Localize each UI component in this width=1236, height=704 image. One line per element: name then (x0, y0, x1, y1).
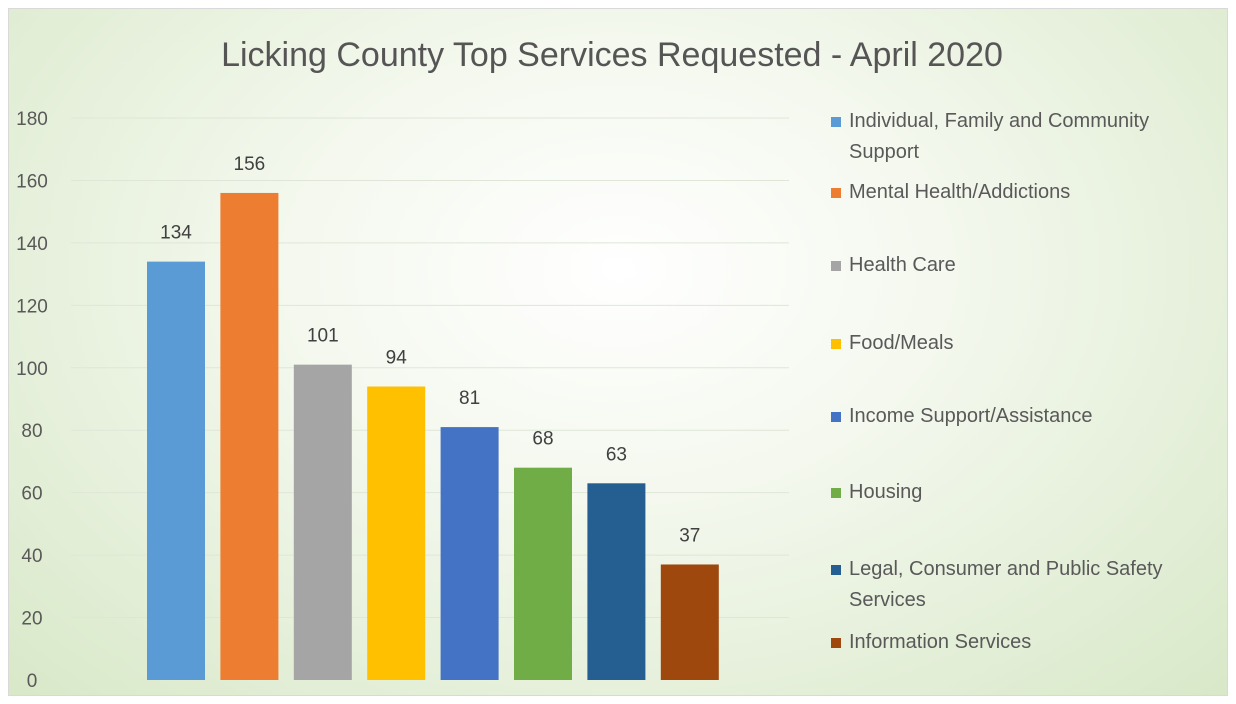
legend-label: Services (849, 589, 926, 611)
bar (220, 192, 279, 680)
bar (440, 427, 499, 680)
data-label: 101 (307, 326, 339, 347)
data-label: 94 (386, 348, 408, 369)
legend-swatch (831, 488, 841, 498)
chart-frame: Licking County Top Services Requested - … (8, 8, 1228, 696)
y-tick-label: 60 (21, 484, 42, 505)
legend-label: Income Support/Assistance (849, 405, 1092, 427)
legend-label: Support (849, 141, 919, 163)
legend-label: Food/Meals (849, 332, 954, 354)
y-tick-label: 40 (21, 546, 42, 567)
y-tick-label: 0 (27, 671, 38, 692)
legend-label: Mental Health/Addictions (849, 181, 1070, 203)
y-axis-ticks: 0 20 40 60 80 100 120 140 160 180 (16, 109, 48, 692)
legend-label: Health Care (849, 254, 956, 276)
chart-title: Licking County Top Services Requested - … (221, 36, 1003, 74)
legend-swatch (831, 339, 841, 349)
legend-swatch (831, 412, 841, 422)
legend-swatch (831, 188, 841, 198)
y-tick-label: 80 (21, 421, 42, 442)
bar (514, 467, 572, 680)
bars (147, 192, 719, 680)
data-labels: 134 156 101 94 81 68 63 37 (160, 154, 700, 547)
y-tick-label: 120 (16, 296, 48, 317)
bar (660, 564, 719, 680)
legend-swatch (831, 565, 841, 575)
data-label: 68 (532, 429, 553, 450)
legend-swatch (831, 638, 841, 648)
legend-swatch (831, 117, 841, 127)
bar (293, 364, 352, 680)
legend: Individual, Family and Community Support M… (831, 110, 1163, 653)
y-tick-label: 100 (16, 359, 48, 380)
data-label: 81 (459, 388, 480, 409)
bar (587, 483, 646, 680)
legend-label: Legal, Consumer and Public Safety (849, 558, 1163, 580)
y-tick-label: 180 (16, 109, 48, 130)
y-tick-label: 160 (16, 171, 48, 192)
bar (147, 261, 205, 680)
data-label: 156 (234, 154, 266, 175)
legend-label: Individual, Family and Community (849, 110, 1149, 132)
legend-swatch (831, 261, 841, 271)
legend-label: Housing (849, 481, 922, 503)
data-label: 134 (160, 223, 192, 244)
legend-label: Information Services (849, 631, 1031, 653)
data-label: 63 (606, 444, 627, 465)
y-tick-label: 140 (16, 234, 48, 255)
data-label: 37 (679, 525, 700, 546)
bar (367, 386, 426, 680)
chart: Licking County Top Services Requested - … (16, 36, 1163, 692)
y-tick-label: 20 (21, 609, 42, 630)
